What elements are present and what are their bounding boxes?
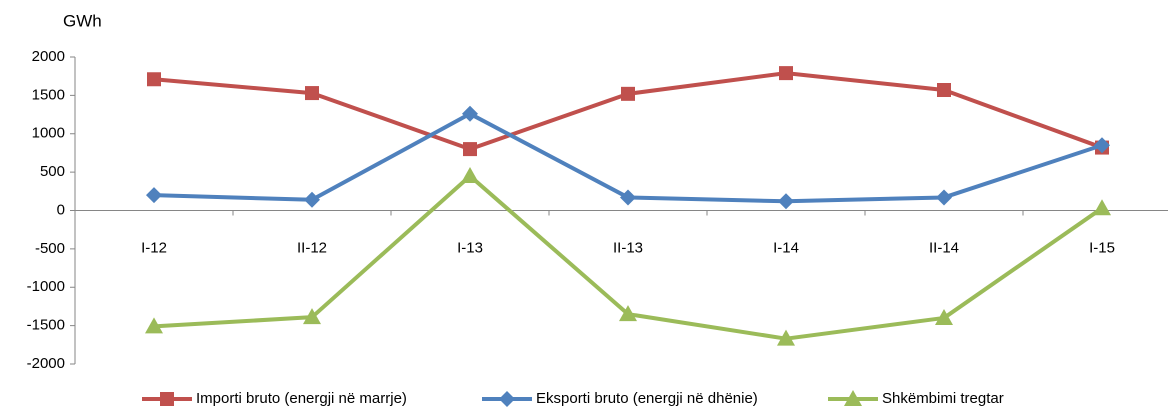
y-tick-label: -1500 [27,317,65,334]
x-tick-label: I-12 [141,239,167,256]
y-tick-label: 2000 [32,48,65,65]
x-tick-label: II-13 [613,239,643,256]
marker [305,86,319,101]
marker [303,308,321,325]
y-tick-label: -2000 [27,355,65,372]
marker [147,72,161,87]
legend-label: Importi bruto (energji në marrje) [196,390,407,407]
marker [777,329,795,346]
legend: Importi bruto (energji në marrje) Eksport… [142,390,1004,407]
marker [304,191,320,208]
marker [621,86,635,101]
marker [936,189,952,206]
x-tick-label: I-15 [1089,239,1115,256]
marker [779,66,793,81]
y-tick-label: 500 [40,163,65,180]
legend-label: Shkëmbimi tregtar [882,390,1004,407]
y-tick-label: 1000 [32,125,65,142]
marker [461,166,479,183]
marker [935,308,953,325]
marker [1094,137,1110,154]
y-tick-label: -500 [35,240,65,257]
marker [463,142,477,157]
x-tick-label: II-12 [297,239,327,256]
legend-marker [499,391,515,407]
x-tick-label: I-14 [773,239,799,256]
legend-marker [160,392,174,406]
marker [778,193,794,210]
legend-marker [844,390,862,406]
series-line [153,111,1103,204]
marker [462,105,478,122]
marker [620,189,636,206]
marker [937,83,951,98]
series-line [153,71,1103,152]
x-tick-label: II-14 [929,239,959,256]
marker [146,187,162,204]
legend-label: Eksporti bruto (energji në dhënie) [536,390,758,407]
y-tick-label: 1500 [32,86,65,103]
x-tick-label: I-13 [457,239,483,256]
marker [145,317,163,334]
y-tick-label: 0 [57,201,65,218]
axis-unit: GWh [63,11,102,30]
marker [619,305,637,322]
marker [1093,199,1111,216]
y-tick-label: -1000 [27,278,65,295]
